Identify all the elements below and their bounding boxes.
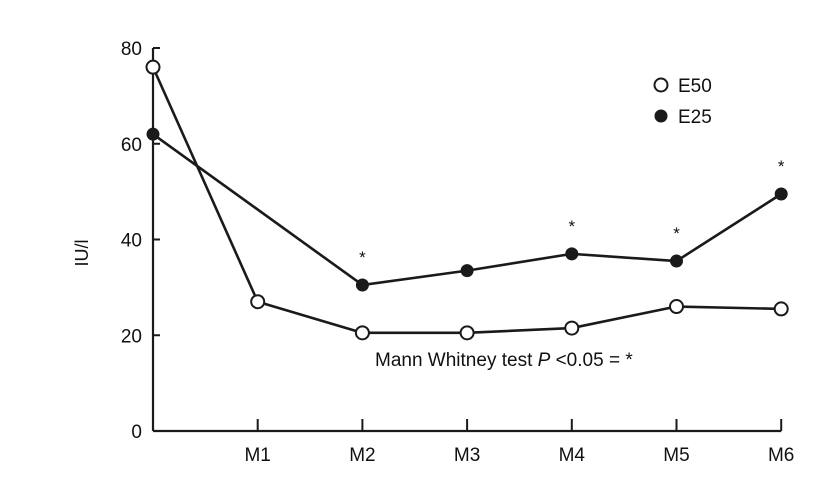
significance-markers: * * * *	[359, 157, 785, 267]
point-e25-baseline	[146, 127, 160, 141]
y-tick-label-20: 20	[121, 326, 142, 347]
point-e50-M1	[250, 294, 266, 310]
point-e50-baseline	[145, 59, 161, 75]
legend-label-e50: E50	[678, 76, 712, 97]
point-e50-M4	[564, 320, 580, 336]
y-axis-label: IU/l	[72, 240, 92, 267]
significance-star-M2: *	[359, 248, 366, 267]
y-tick-label-80: 80	[121, 39, 142, 60]
point-e25-M5	[670, 254, 683, 268]
note-prefix: Mann Whitney test	[375, 350, 538, 371]
point-e50-M6	[773, 301, 789, 317]
series-markers	[145, 59, 789, 341]
significance-star-M6: *	[778, 157, 785, 176]
legend-marker-e25	[654, 109, 668, 123]
point-e25-M6	[774, 187, 788, 201]
legend-label-e25: E25	[678, 107, 712, 128]
significance-star-M5: *	[673, 224, 680, 243]
x-tick-label-M5: M5	[663, 445, 689, 466]
point-e25-M4	[565, 247, 579, 261]
point-e25-M2	[355, 278, 369, 292]
significance-note: Mann Whitney test P <0.05 = *	[375, 350, 633, 371]
y-tick-label-60: 60	[121, 135, 142, 156]
significance-star-M4: *	[568, 217, 575, 236]
legend: E50 E25	[653, 76, 712, 128]
note-p-value: P	[538, 350, 551, 371]
legend-marker-e50	[653, 77, 669, 93]
point-e50-M3	[459, 325, 475, 341]
x-tick-label-M1: M1	[244, 445, 270, 466]
note-suffix: <0.05 = *	[550, 350, 633, 371]
x-tick-label-M6: M6	[768, 445, 794, 466]
x-tick-label-M3: M3	[454, 445, 480, 466]
point-e25-M3	[460, 264, 474, 278]
series-line-e25	[152, 133, 782, 287]
y-tick-label-0: 0	[131, 422, 142, 443]
point-e50-M2	[354, 325, 370, 341]
axes: 0 20 40 60 80 M1 M2 M3 M4 M5 M6	[121, 39, 795, 466]
y-tick-label-40: 40	[121, 231, 142, 252]
x-tick-label-M4: M4	[559, 445, 586, 466]
x-tick-label-M2: M2	[349, 445, 375, 466]
point-e50-M5	[669, 299, 684, 315]
